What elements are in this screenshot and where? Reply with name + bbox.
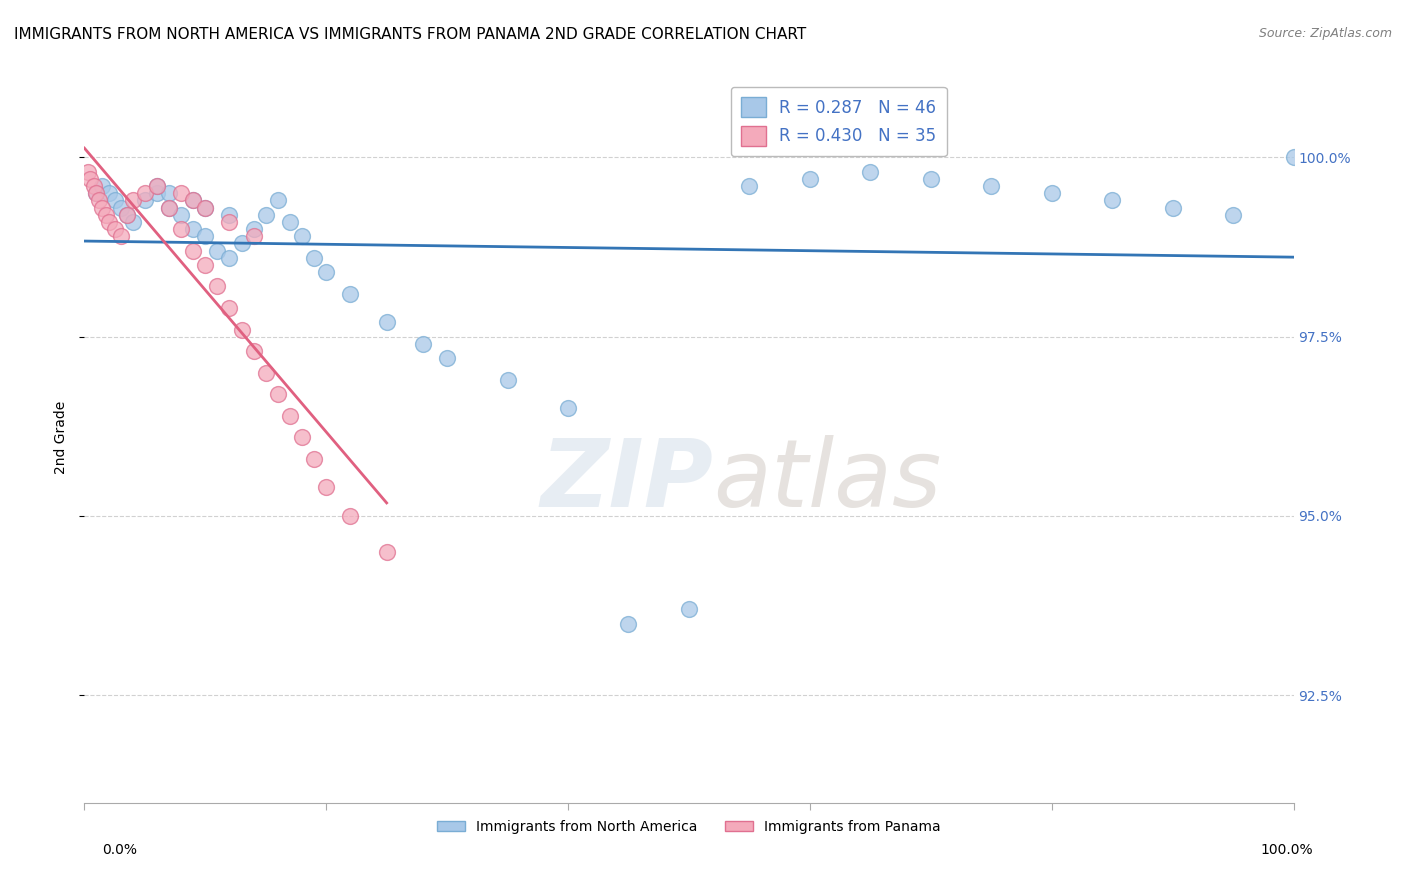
Point	[1101, 194, 1123, 208]
Point	[218, 215, 240, 229]
Point	[231, 322, 253, 336]
Point	[218, 301, 240, 315]
Point	[83, 179, 105, 194]
Point	[115, 208, 138, 222]
Point	[799, 172, 821, 186]
Point	[97, 215, 120, 229]
Point	[91, 179, 114, 194]
Point	[194, 201, 217, 215]
Point	[181, 222, 204, 236]
Point	[302, 451, 325, 466]
Point	[170, 186, 193, 201]
Point	[617, 616, 640, 631]
Point	[146, 179, 169, 194]
Point	[242, 229, 264, 244]
Point	[121, 215, 143, 229]
Point	[339, 286, 361, 301]
Text: IMMIGRANTS FROM NORTH AMERICA VS IMMIGRANTS FROM PANAMA 2ND GRADE CORRELATION CH: IMMIGRANTS FROM NORTH AMERICA VS IMMIGRA…	[14, 27, 806, 42]
Point	[267, 387, 290, 401]
Point	[134, 186, 156, 201]
Point	[157, 201, 180, 215]
Point	[91, 201, 114, 215]
Point	[231, 236, 253, 251]
Point	[315, 480, 337, 494]
Point	[218, 208, 240, 222]
Point	[375, 315, 398, 329]
Point	[146, 186, 169, 201]
Point	[207, 279, 229, 293]
Point	[278, 215, 301, 229]
Point	[134, 194, 156, 208]
Point	[375, 545, 398, 559]
Point	[104, 222, 127, 236]
Point	[339, 508, 361, 523]
Point	[496, 373, 519, 387]
Point	[207, 244, 229, 258]
Point	[87, 194, 110, 208]
Text: ZIP: ZIP	[540, 435, 713, 527]
Point	[254, 208, 277, 222]
Point	[291, 229, 314, 244]
Point	[1161, 201, 1184, 215]
Point	[94, 208, 117, 222]
Y-axis label: 2nd Grade: 2nd Grade	[53, 401, 67, 474]
Point	[242, 222, 264, 236]
Point	[436, 351, 458, 366]
Point	[97, 186, 120, 201]
Point	[920, 172, 942, 186]
Point	[121, 194, 143, 208]
Point	[267, 194, 290, 208]
Point	[1282, 150, 1305, 164]
Point	[110, 229, 132, 244]
Point	[115, 208, 138, 222]
Point	[1040, 186, 1063, 201]
Point	[859, 165, 882, 179]
Point	[86, 186, 108, 201]
Point	[77, 165, 100, 179]
Point	[254, 366, 277, 380]
Point	[181, 194, 204, 208]
Point	[412, 336, 434, 351]
Point	[738, 179, 761, 194]
Point	[194, 258, 217, 272]
Point	[157, 186, 180, 201]
Point	[678, 602, 700, 616]
Point	[1222, 208, 1244, 222]
Legend: Immigrants from North America, Immigrants from Panama: Immigrants from North America, Immigrant…	[432, 814, 946, 839]
Point	[181, 194, 204, 208]
Point	[170, 222, 193, 236]
Point	[79, 172, 101, 186]
Point	[86, 186, 108, 201]
Point	[302, 251, 325, 265]
Text: 100.0%: 100.0%	[1260, 843, 1313, 857]
Point	[242, 344, 264, 359]
Point	[218, 251, 240, 265]
Point	[557, 401, 579, 416]
Text: Source: ZipAtlas.com: Source: ZipAtlas.com	[1258, 27, 1392, 40]
Point	[291, 430, 314, 444]
Point	[194, 201, 217, 215]
Text: atlas: atlas	[713, 435, 942, 526]
Point	[170, 208, 193, 222]
Point	[104, 194, 127, 208]
Point	[157, 201, 180, 215]
Point	[315, 265, 337, 279]
Point	[110, 201, 132, 215]
Point	[980, 179, 1002, 194]
Point	[146, 179, 169, 194]
Point	[278, 409, 301, 423]
Point	[194, 229, 217, 244]
Point	[181, 244, 204, 258]
Text: 0.0%: 0.0%	[103, 843, 136, 857]
